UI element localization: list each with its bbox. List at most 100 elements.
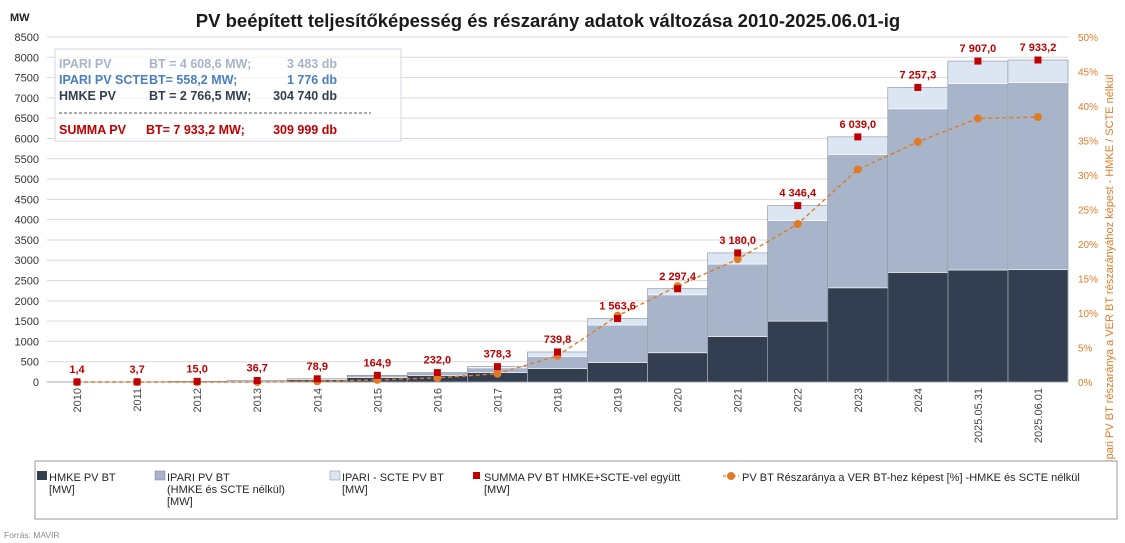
y2-tick-label: 25% [1078, 206, 1098, 217]
info-box: IPARI PV BT = 4 608,6 MW; 3 483 db IPARI PV… [54, 48, 402, 142]
x-tick-label: 2018 [553, 388, 565, 412]
legend-swatch-ipari [154, 470, 166, 481]
summa-data-label: 164,9 [364, 357, 392, 369]
left-axis-ticks: 0 500 1000 1500 2000 2500 3000 3500 4000 4500 5000… [15, 32, 39, 389]
summa-marker [493, 363, 501, 371]
bar-ipari [887, 108, 949, 273]
summa-marker [433, 369, 441, 377]
y-tick-label: 0 [33, 377, 39, 389]
share-point [493, 369, 502, 378]
x-tick-label: 2025.06.01 [1033, 388, 1045, 443]
summa-data-label: 7 257,3 [900, 69, 937, 81]
info-row-bt: BT= 558,2 MW; [149, 73, 237, 87]
x-tick-label: 2013 [252, 388, 264, 412]
source-note: Forrás: MAVIR [4, 530, 60, 540]
bar-ipari [587, 324, 648, 363]
summa-marker [854, 133, 862, 141]
summa-marker [373, 371, 381, 379]
summa-data-label: 232,0 [424, 355, 452, 367]
info-summa-bt: BT= 7 933,2 MW; [146, 123, 245, 137]
y-tick-label: 4000 [15, 215, 39, 227]
info-row-bt: BT = 4 608,6 MW; [149, 57, 251, 71]
info-summa-db: 309 999 db [273, 123, 337, 137]
info-row-label: IPARI PV SCTE [59, 73, 148, 87]
summa-data-label: 15,0 [186, 363, 207, 375]
summa-marker [253, 377, 261, 385]
legend-text: [MW] [342, 484, 368, 496]
summa-data-label: 6 039,0 [839, 119, 876, 131]
bar-hmke [1007, 269, 1069, 383]
summa-data-label: 1 563,6 [599, 301, 636, 313]
y2-tick-label: 45% [1078, 68, 1098, 79]
y2-tick-label: 10% [1078, 309, 1098, 320]
bar-ipari [647, 294, 708, 354]
legend-text: [MW] [167, 496, 193, 508]
y2-tick-label: 15% [1078, 275, 1098, 286]
summa-marker [674, 285, 682, 293]
y-tick-label: 2000 [15, 296, 39, 308]
share-point [733, 255, 742, 264]
right-axis-ticks: 0% 5% 10% 15% 20% 25% 30% 35% 40% 45% 50% [1078, 33, 1098, 389]
y2-tick-label: 30% [1078, 171, 1098, 182]
summa-data-label: 1,4 [69, 364, 85, 376]
y-tick-label: 8000 [15, 52, 39, 64]
legend-text: PV BT Részaránya a VER BT-hez képest [%]… [742, 472, 1080, 484]
x-tick-label: 2020 [673, 388, 685, 412]
share-point [913, 137, 922, 146]
info-summa-label: SUMMA PV [59, 123, 127, 137]
chart-title: PV beépített teljesítőképesség és részar… [196, 10, 900, 31]
x-tick-label: 2021 [733, 388, 745, 412]
y-tick-label: 1500 [15, 316, 39, 328]
bar-hmke [527, 368, 588, 383]
x-tick-label: 2017 [492, 388, 504, 412]
legend: HMKE PV BT[MW]IPARI PV BT(HMKE és SCTE n… [34, 460, 1118, 520]
bar-hmke [827, 287, 889, 383]
summa-data-label: 2 297,4 [659, 271, 697, 283]
summa-markers: 1,4 3,7 15,0 36,7 78,9 164,9 232,0 378,3 739,8 1 … [69, 42, 1056, 386]
legend-swatch-summa [473, 472, 480, 479]
y-tick-label: 5000 [15, 174, 39, 186]
y-tick-label: 6000 [15, 133, 39, 145]
info-row-label: HMKE PV [59, 89, 117, 103]
info-row-db: 3 483 db [287, 57, 337, 71]
summa-marker [133, 378, 141, 386]
summa-data-label: 739,8 [544, 334, 572, 346]
bar-hmke [947, 269, 1009, 383]
bar-ipari [947, 83, 1009, 271]
bar-ipari [1007, 82, 1069, 271]
y-tick-label: 1000 [15, 336, 39, 348]
y2-tick-label: 20% [1078, 240, 1098, 251]
summa-data-label: 78,9 [307, 361, 328, 373]
summa-data-label: 3 180,0 [719, 235, 756, 247]
y-tick-label: 3500 [15, 235, 39, 247]
y-tick-label: 500 [21, 357, 39, 369]
bar-ipari [827, 154, 889, 289]
info-row-bt: BT = 2 766,5 MW; [149, 89, 251, 103]
y2-tick-label: 0% [1078, 378, 1093, 389]
legend-text: [MW] [49, 484, 75, 496]
summa-marker [794, 202, 802, 210]
summa-marker [554, 348, 561, 356]
y2-tick-label: 5% [1078, 344, 1093, 355]
x-tick-label: 2019 [613, 388, 625, 412]
bar-hmke [647, 352, 708, 383]
info-row-db: 304 740 db [273, 89, 337, 103]
summa-marker [734, 249, 742, 257]
y2-tick-label: 50% [1078, 33, 1098, 44]
legend-text: HMKE PV BT [49, 472, 116, 484]
share-point [973, 114, 982, 123]
share-point [1033, 113, 1042, 122]
summa-data-label: 36,7 [246, 363, 267, 375]
bar-hmke [767, 320, 829, 383]
y-tick-label: 7500 [15, 73, 39, 85]
y-tick-label: 5500 [15, 154, 39, 166]
bar-hmke [887, 272, 949, 383]
x-tick-label: 2010 [72, 388, 84, 412]
summa-data-label: 3,7 [129, 364, 144, 376]
summa-data-label: 378,3 [484, 349, 512, 361]
legend-swatch-scte [329, 470, 341, 481]
stacked-bars [46, 59, 1069, 383]
x-tick-label: 2016 [432, 388, 444, 412]
x-axis-labels: 2010 2011 2012 2013 2014 2015 2016 2017 2018 2019… [72, 388, 1045, 443]
